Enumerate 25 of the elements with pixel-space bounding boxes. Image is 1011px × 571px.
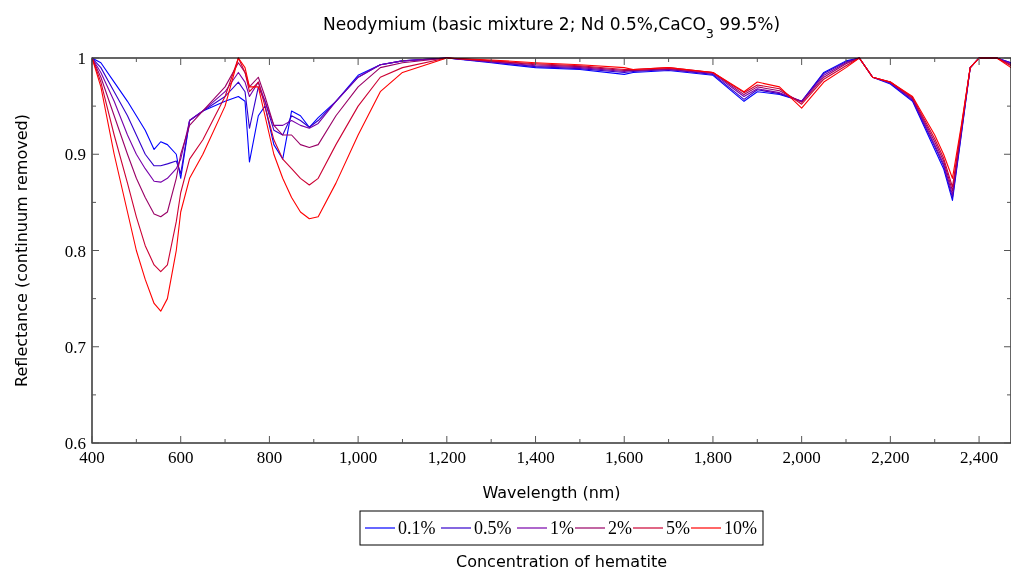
y-tick-label: 0.9	[64, 145, 86, 165]
y-axis-title: Reflectance (continuum removed)	[12, 114, 31, 387]
legend-label: 2%	[608, 518, 632, 538]
x-tick-label: 600	[167, 448, 194, 467]
legend-title: Concentration of hematite	[456, 552, 667, 571]
x-tick-label: 2,400	[959, 448, 999, 467]
y-tick-label: 0.8	[64, 241, 86, 261]
x-tick-label: 800	[256, 448, 283, 467]
legend-label: 1%	[550, 518, 574, 538]
x-tick-label: 2,200	[871, 448, 910, 467]
legend-label: 10%	[724, 518, 757, 538]
x-tick-label: 1,200	[427, 448, 466, 467]
x-tick-label: 1,800	[693, 448, 733, 467]
x-tick-label: 1,000	[338, 448, 378, 467]
line-series	[92, 57, 1011, 312]
legend-label: 0.5%	[474, 518, 512, 538]
y-tick-label: 0.7	[64, 337, 87, 357]
chart-title: Neodymium (basic mixture 2; Nd 0.5%,CaCO$_{3}$ 99.5%)	[322, 14, 781, 41]
legend-label: 5%	[666, 518, 690, 538]
legend-label: 0.1%	[398, 518, 436, 538]
x-axis-title: Wavelength (nm)	[482, 483, 621, 502]
x-tick-label: 2,000	[782, 448, 821, 467]
x-tick-label: 1,400	[516, 448, 555, 467]
y-tick-label: 1	[77, 49, 86, 68]
x-tick-label: 1,600	[605, 448, 644, 467]
